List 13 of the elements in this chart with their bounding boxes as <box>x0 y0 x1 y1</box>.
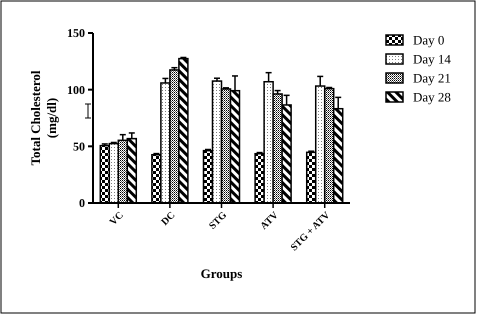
y-axis-title: Total Cholesterol (mg/dl) <box>28 70 59 166</box>
legend-label: Day 28 <box>413 90 451 105</box>
legend-label: Day 0 <box>413 32 444 48</box>
legend-label: Day 14 <box>413 52 452 67</box>
x-tick-label: STG <box>207 210 230 232</box>
y-tick-label: 100 <box>67 82 85 97</box>
x-tick-label: DC <box>159 210 178 228</box>
y-tick-label: 150 <box>67 26 85 40</box>
x-axis-title: Groups <box>200 266 242 281</box>
x-tick-label: VC <box>108 210 126 228</box>
y-tick-label: 0 <box>79 196 85 210</box>
legend-label: Day 21 <box>413 70 451 86</box>
y-tick-label: 50 <box>73 140 85 154</box>
